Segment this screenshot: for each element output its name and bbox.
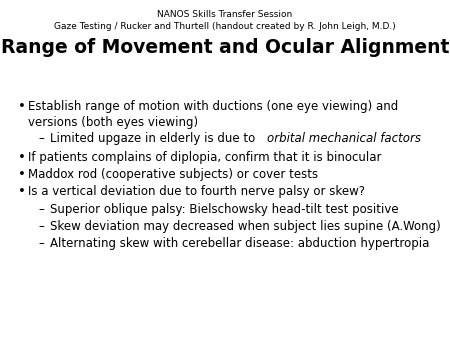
Text: –: – [38,203,44,216]
Text: Maddox rod (cooperative subjects) or cover tests: Maddox rod (cooperative subjects) or cov… [28,168,318,181]
Text: Gaze Testing / Rucker and Thurtell (handout created by R. John Leigh, M.D.): Gaze Testing / Rucker and Thurtell (hand… [54,22,396,31]
Text: •: • [18,100,26,113]
Text: •: • [18,168,26,181]
Text: NANOS Skills Transfer Session: NANOS Skills Transfer Session [158,10,292,19]
Text: •: • [18,185,26,198]
Text: orbital mechanical factors: orbital mechanical factors [266,132,421,145]
Text: Superior oblique palsy: Bielschowsky head-tilt test positive: Superior oblique palsy: Bielschowsky hea… [50,203,399,216]
Text: •: • [18,151,26,164]
Text: Skew deviation may decreased when subject lies supine (A.Wong): Skew deviation may decreased when subjec… [50,220,441,233]
Text: –: – [38,132,44,145]
Text: versions (both eyes viewing): versions (both eyes viewing) [28,116,198,129]
Text: Is a vertical deviation due to fourth nerve palsy or skew?: Is a vertical deviation due to fourth ne… [28,185,365,198]
Text: Limited upgaze in elderly is due to: Limited upgaze in elderly is due to [50,132,259,145]
Text: Alternating skew with cerebellar disease: abduction hypertropia: Alternating skew with cerebellar disease… [50,237,429,250]
Text: If patients complains of diplopia, confirm that it is binocular: If patients complains of diplopia, confi… [28,151,382,164]
Text: Range of Movement and Ocular Alignment: Range of Movement and Ocular Alignment [1,38,449,57]
Text: –: – [38,237,44,250]
Text: Establish range of motion with ductions (one eye viewing) and: Establish range of motion with ductions … [28,100,398,113]
Text: –: – [38,220,44,233]
